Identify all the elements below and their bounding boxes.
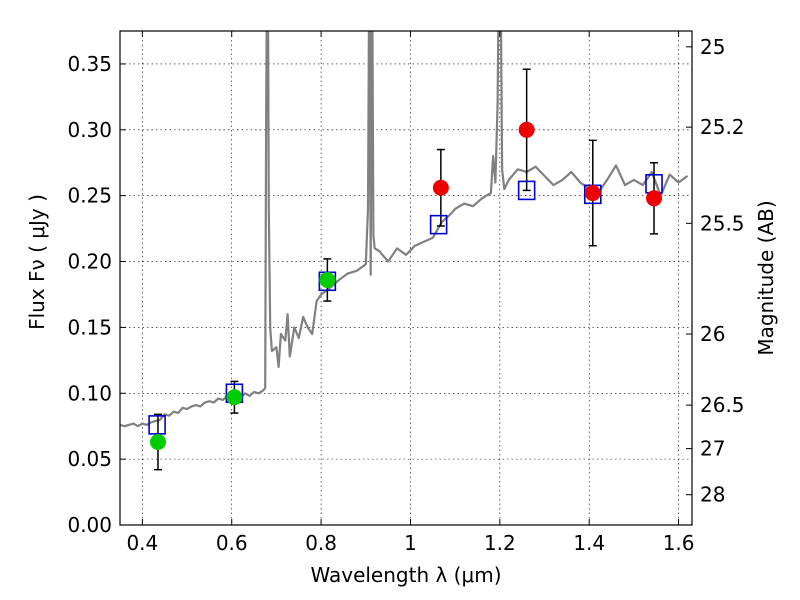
error-bars xyxy=(153,68,659,471)
model-spectrum xyxy=(120,31,689,428)
y-axis-label: Flux Fν ( μJy ) xyxy=(25,194,49,330)
x-tick-label: 1.2 xyxy=(484,531,516,555)
y-tick-label: 0.25 xyxy=(67,184,112,208)
magnitude-tick-label: 25 xyxy=(700,35,725,59)
observed-point xyxy=(518,121,535,138)
observed-point xyxy=(584,185,601,202)
x-tick-label: 0.6 xyxy=(216,531,248,555)
observed-point xyxy=(149,434,166,451)
magnitude-axis-label: Magnitude (AB) xyxy=(754,200,778,355)
magnitude-tick-label: 25.5 xyxy=(700,211,745,235)
observed-point xyxy=(226,389,243,406)
observed-point xyxy=(646,190,663,207)
magnitude-tick-label: 26.5 xyxy=(700,393,745,417)
axis-ticks: 0.4 0.6 0.8 1 1.2 1.4 1.6 0.00 0.05 0.10 0.15 0.20 0… xyxy=(67,31,745,555)
x-tick-label: 0.8 xyxy=(305,531,337,555)
y-tick-label: 0.35 xyxy=(67,52,112,76)
y-tick-label: 0.20 xyxy=(67,250,112,274)
x-tick-label: 1 xyxy=(404,531,417,555)
x-tick-label: 1.4 xyxy=(573,531,605,555)
observed-point xyxy=(432,179,449,196)
grid xyxy=(120,31,692,525)
magnitude-tick-label: 26 xyxy=(700,322,725,346)
y-tick-label: 0.05 xyxy=(67,447,112,471)
magnitude-tick-label: 27 xyxy=(700,437,725,461)
markers xyxy=(148,121,663,451)
y-tick-label: 0.30 xyxy=(67,118,112,142)
magnitude-tick-label: 28 xyxy=(700,483,725,507)
y-tick-label: 0.15 xyxy=(67,315,112,339)
spectrum-line xyxy=(120,31,689,428)
x-tick-label: 1.6 xyxy=(663,531,695,555)
model-photometry-point xyxy=(517,180,536,201)
model-photometry-point xyxy=(429,214,448,235)
plot-frame xyxy=(119,30,693,526)
x-axis-label: Wavelength λ (μm) xyxy=(310,563,501,587)
y-tick-label: 0.10 xyxy=(67,381,112,405)
observed-point xyxy=(319,271,336,288)
magnitude-tick-label: 25.2 xyxy=(700,115,745,139)
x-tick-label: 0.4 xyxy=(126,531,158,555)
y-tick-label: 0.00 xyxy=(67,513,112,537)
model-photometry-point xyxy=(148,415,166,435)
